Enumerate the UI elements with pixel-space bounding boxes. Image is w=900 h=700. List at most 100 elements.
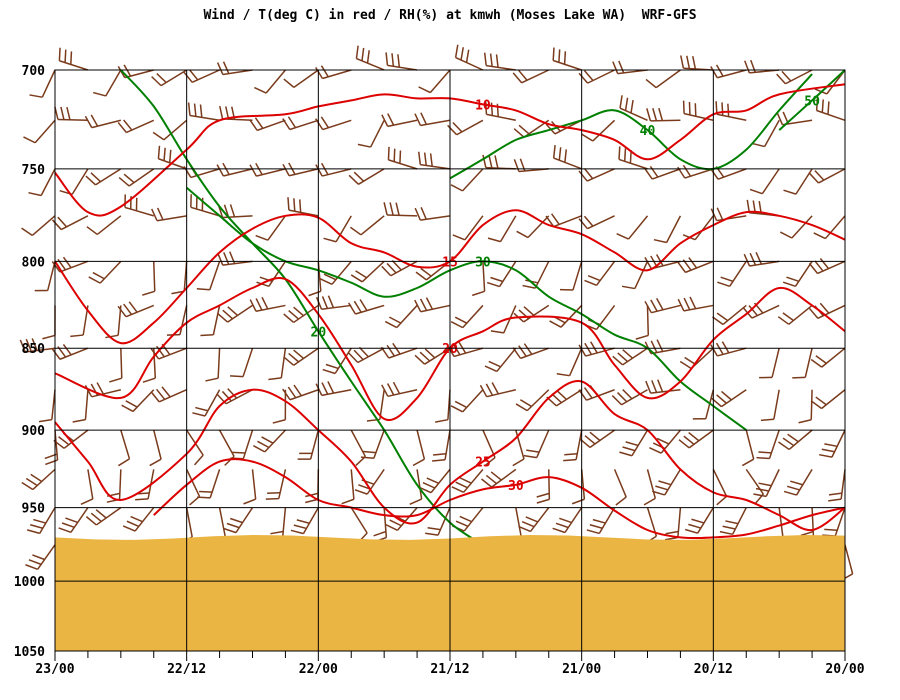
wind-barb-flag: [128, 301, 138, 313]
wind-barb-flag: [583, 215, 594, 227]
wind-barb-flag: [392, 381, 401, 395]
wind-barb: [183, 69, 220, 83]
wind-barb-flag: [199, 104, 203, 118]
wind-barb-staff: [309, 429, 320, 460]
wind-barb-flag: [459, 476, 472, 484]
wind-barb: [546, 389, 583, 407]
wind-barb-flag: [558, 147, 562, 161]
x-axis: 23/00 22/12 22/00 21/12 21/00 20/12 20/00: [35, 651, 865, 677]
wind-barb-flag: [216, 164, 225, 177]
temperature-contour-label: 10: [475, 98, 491, 113]
wind-barb-flag: [516, 230, 529, 239]
wind-barb-flag: [388, 316, 402, 324]
wind-barb: [484, 347, 517, 373]
wind-barb-staff: [124, 69, 154, 79]
wind-barb-flag: [381, 384, 389, 397]
wind-barb: [512, 343, 550, 360]
wind-barb-staff: [553, 157, 582, 170]
wind-barb: [677, 296, 714, 312]
wind-barb-staff: [235, 507, 254, 534]
wind-barb-staff: [47, 261, 56, 291]
x-tick-label: 21/00: [562, 662, 601, 677]
wind-barb-flag: [450, 320, 464, 329]
wind-barb: [454, 44, 484, 71]
wind-barb: [653, 215, 682, 244]
wind-barb-flag: [252, 444, 266, 453]
wind-barb: [512, 69, 550, 84]
wind-barb-staff: [771, 348, 780, 378]
wind-barb-flag: [150, 391, 160, 403]
wind-barb: [347, 299, 385, 315]
wind-barb-flag: [782, 281, 796, 288]
wind-barb-flag: [187, 102, 191, 116]
wind-barb-staff: [321, 389, 352, 397]
wind-barb-flag: [655, 485, 669, 491]
wind-barb: [265, 469, 287, 500]
wind-barb-staff: [225, 389, 253, 405]
wind-barb-staff: [185, 469, 201, 497]
wind-barb-flag: [617, 352, 629, 363]
wind-barb: [72, 389, 89, 423]
wind-barb-flag: [287, 197, 290, 211]
wind-barb-flag: [293, 524, 307, 530]
wind-barb-staff: [153, 429, 162, 460]
wind-barb: [383, 202, 418, 217]
wind-barb: [581, 119, 616, 142]
wind-barb-flag: [70, 51, 73, 65]
wind-barb: [810, 389, 846, 410]
wind-barb-flag: [30, 524, 43, 529]
wind-barb-flag: [656, 339, 664, 352]
wind-barb-flag: [716, 312, 729, 322]
wind-barb: [322, 347, 352, 375]
wind-barb-flag: [755, 251, 763, 265]
wind-barb: [412, 429, 426, 467]
wind-barb-flag: [578, 218, 589, 230]
wind-barb-flag: [536, 492, 550, 498]
wind-barb-flag: [305, 498, 319, 504]
wind-barb: [387, 146, 418, 170]
wind-barb: [88, 260, 122, 284]
wind-barb-flag: [665, 530, 679, 535]
wind-barb-staff: [453, 347, 484, 358]
wind-barb-staff: [288, 209, 319, 217]
wind-barb-staff: [592, 119, 616, 142]
wind-barb: [621, 261, 649, 290]
wind-barb: [484, 101, 516, 122]
wind-barb-flag: [587, 274, 601, 282]
wind-barb-flag: [490, 102, 494, 116]
wind-barb-flag: [381, 114, 389, 127]
wind-barb-flag: [622, 349, 634, 359]
wind-barb-flag: [479, 384, 488, 398]
wind-barb-flag: [521, 520, 535, 528]
wind-barb: [121, 389, 155, 413]
wind-barb-flag: [612, 61, 619, 74]
wind-barb-flag: [758, 482, 772, 487]
wind-barb-flag: [355, 270, 368, 279]
wind-barb-flag: [563, 458, 577, 462]
wind-barb-staff: [821, 389, 846, 410]
rh-contour-30: [186, 187, 747, 431]
wind-barb-flag: [58, 527, 72, 534]
rh-contour-label: 40: [640, 124, 656, 139]
wind-barb-flag: [526, 449, 540, 453]
wind-barb-flag: [781, 70, 792, 82]
wind-barb-flag: [578, 170, 588, 182]
wind-barb: [783, 468, 813, 496]
wind-barb-flag: [349, 226, 362, 236]
wind-barb-staff: [788, 429, 813, 451]
wind-barb: [349, 215, 385, 236]
wind-barb: [586, 507, 616, 535]
wind-barb-flag: [749, 188, 763, 195]
wind-barb-flag: [716, 207, 724, 220]
wind-barb-flag: [519, 399, 532, 408]
wind-barb-staff: [456, 119, 484, 136]
wind-barb-staff: [486, 113, 516, 122]
wind-barb-flag: [486, 281, 500, 288]
wind-barb-flag: [386, 383, 395, 396]
wind-barb: [223, 507, 254, 534]
wind-barb-flag: [716, 394, 727, 404]
wind-barb-staff: [420, 304, 451, 313]
wind-barb-flag: [193, 103, 197, 117]
wind-barb-flag: [414, 113, 422, 126]
wind-barb-flag: [414, 354, 426, 365]
